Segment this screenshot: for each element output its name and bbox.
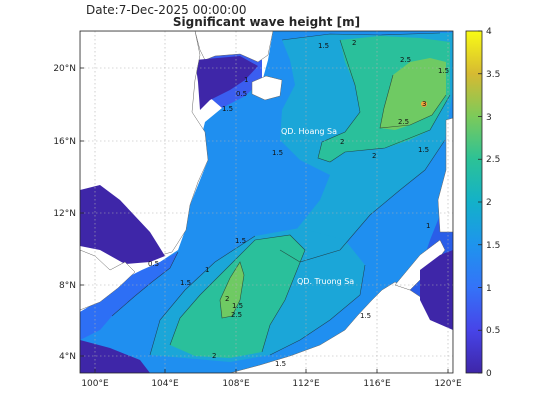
contour-label-19: 2.5 [231,311,242,319]
label-hoang-sa: QD. Hoang Sa [281,127,337,136]
cb-tick-1-5: 1.5 [486,241,500,251]
contour-label-24: 1 [426,222,430,230]
land-china-coast [194,31,274,63]
label-truong-sa: QD. Truong Sa [297,277,354,286]
date-label: Date:7-Dec-2025 00:00:00 [86,3,247,17]
contour-label-10: 2.5 [398,118,409,126]
contour-label-9: 2 [340,138,344,146]
cb-tick-3: 3 [486,113,492,123]
contour-label-8: 2 [372,152,376,160]
cb-tick-0: 0 [486,369,492,379]
contour-label-13: 1.5 [235,237,246,245]
contour-label-20: 1.5 [360,312,371,320]
cb-tick-2: 2 [486,198,492,208]
contour-label-18: 1.5 [232,302,243,310]
contour-lines [111,32,451,356]
cb-tick-0-5: 0.5 [486,326,500,336]
y-tick-labels: 4°N 8°N 12°N 16°N 20°N [53,64,76,362]
contour-label-21: 2 [212,352,216,360]
contour-label-6: 0.5 [236,90,247,98]
contour-label-3: 2.5 [400,56,411,64]
y-tick-12N: 12°N [53,209,76,219]
contour-label-7: 1.5 [222,105,233,113]
sea-coastal-low [80,252,178,340]
y-tick-8N: 8°N [59,281,76,291]
cb-tick-1: 1 [486,284,492,294]
cb-tick-3-5: 3.5 [486,70,500,80]
x-tick-labels: 100°E 104°E 108°E 112°E 116°E 120°E [81,379,462,389]
cb-tick-4: 4 [486,27,492,37]
y-tick-20N: 20°N [53,64,76,74]
axis-ticks [80,67,449,373]
contour-label-12: 1.5 [272,149,283,157]
sulu-sea [420,250,453,330]
colorbar-tick-labels: 0 0.5 1 1.5 2 2.5 3 3.5 4 [486,27,500,379]
land-malay-pen [80,249,136,311]
x-tick-116E: 116°E [363,379,391,389]
land-hainan [251,75,283,101]
contour-label-11: 1.5 [418,146,429,154]
graticule [80,31,453,373]
contour-label-4: 3 [422,100,426,108]
contour-label-16: 1.5 [180,279,191,287]
contour-label-1: 1.5 [318,42,329,50]
contour-label-23: 1.5 [438,67,449,75]
cb-tick-2-5: 2.5 [486,155,500,165]
land-gulf-thailand [80,185,165,264]
land-luzon [437,117,453,233]
map-field: 1.5 2 2.5 3 1 0.5 1.5 2 2 2.5 1.5 1.5 1.… [80,31,453,373]
contour-label-22: 1.5 [275,360,286,368]
land-hainan-gulf [195,56,258,110]
x-tick-112E: 112°E [292,379,320,389]
contour-label-14: 1 [205,266,209,274]
sea-max-spot [421,101,427,107]
land-palawan [394,239,446,291]
colorbar-ticks [478,30,482,374]
x-tick-108E: 108°E [222,379,250,389]
contour-label-2: 2 [352,39,356,47]
contour-label-17: 2 [225,295,229,303]
contour-value-labels: 1.5 2 2.5 3 1 0.5 1.5 2 2 2.5 1.5 1.5 1.… [148,39,449,368]
y-tick-4N: 4°N [59,352,76,362]
x-tick-104E: 104°E [151,379,179,389]
x-tick-100E: 100°E [81,379,109,389]
x-tick-120E: 120°E [434,379,462,389]
plot-frame [79,30,454,374]
contour-label-15: 0.5 [148,260,159,268]
contour-label-5: 1 [244,76,248,84]
sea-peak-north [380,58,446,130]
chart-title: Significant wave height [m] [172,15,361,29]
land-sumatra [80,340,150,373]
y-tick-16N: 16°N [53,137,76,147]
